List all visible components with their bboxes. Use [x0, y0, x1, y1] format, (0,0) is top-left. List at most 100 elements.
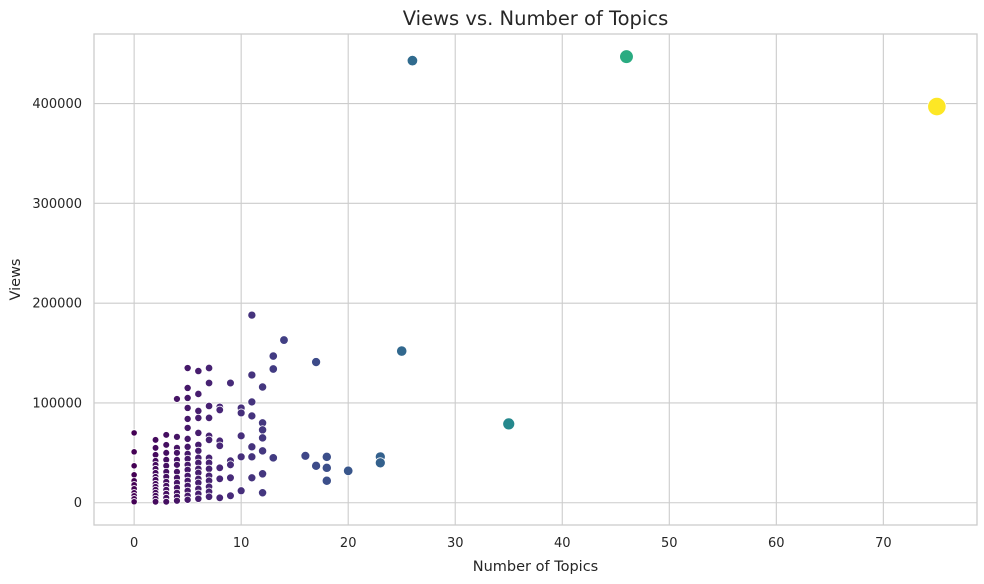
data-point	[130, 462, 138, 470]
x-tick-label: 70	[875, 536, 892, 551]
data-point	[258, 425, 268, 435]
data-point	[162, 449, 171, 457]
data-point	[342, 465, 354, 477]
y-tick-label: 200000	[32, 297, 82, 312]
data-point	[194, 494, 203, 503]
data-point	[215, 493, 225, 502]
data-point	[183, 403, 192, 412]
x-tick-label: 10	[233, 536, 250, 551]
x-axis-label: Number of Topics	[473, 559, 598, 575]
data-point	[226, 491, 235, 501]
data-point	[247, 370, 257, 380]
data-point	[247, 411, 257, 421]
data-point	[247, 473, 257, 483]
data-point	[247, 442, 257, 452]
data-point	[183, 383, 192, 392]
plot-area	[94, 34, 977, 525]
data-point	[173, 460, 181, 469]
data-point	[311, 460, 322, 471]
y-axis-label: Views	[8, 259, 24, 301]
y-tick-label: 0	[74, 496, 82, 511]
data-point	[215, 441, 225, 451]
data-point	[162, 441, 171, 449]
data-point	[204, 363, 214, 373]
y-tick-label: 300000	[32, 197, 82, 212]
data-point	[130, 429, 138, 437]
data-point	[321, 451, 332, 462]
y-tick-label: 100000	[32, 396, 82, 411]
data-point	[151, 497, 160, 506]
data-point	[194, 428, 203, 437]
data-point	[183, 434, 192, 443]
data-point	[130, 448, 138, 456]
data-point	[204, 378, 214, 388]
data-point	[258, 382, 268, 392]
data-point	[151, 444, 160, 452]
data-point	[258, 446, 268, 456]
axes-border	[93, 33, 978, 526]
data-point	[162, 431, 171, 439]
data-points	[130, 49, 947, 506]
data-point	[226, 473, 235, 483]
data-point	[215, 474, 225, 484]
x-tick-label: 0	[130, 536, 138, 551]
data-point	[194, 389, 203, 399]
data-point	[406, 54, 419, 67]
data-point	[258, 488, 268, 498]
data-point	[236, 452, 246, 462]
data-point	[183, 495, 192, 504]
data-point	[194, 446, 203, 455]
data-point	[321, 462, 332, 473]
data-point	[183, 393, 192, 402]
data-point	[215, 405, 225, 415]
data-point	[215, 463, 225, 473]
data-point	[162, 497, 171, 506]
data-point	[321, 475, 332, 486]
x-tick-label: 40	[554, 536, 571, 551]
data-point	[268, 364, 278, 374]
data-point	[236, 408, 246, 418]
data-point	[268, 453, 278, 463]
data-point	[279, 335, 289, 345]
data-point	[396, 345, 408, 357]
data-point	[204, 435, 214, 445]
data-point	[374, 457, 386, 469]
chart-title: Views vs. Number of Topics	[403, 7, 668, 30]
data-point	[927, 96, 947, 117]
data-point	[194, 413, 203, 422]
data-point	[173, 395, 181, 403]
data-point	[247, 310, 257, 320]
x-tick-label: 20	[340, 536, 357, 551]
data-point	[247, 452, 257, 462]
y-tick-labels: 0 100000 200000 300000 400000	[32, 97, 82, 511]
data-point	[204, 413, 214, 423]
data-point	[183, 414, 192, 423]
data-point	[226, 378, 235, 388]
data-point	[183, 442, 192, 451]
data-point	[204, 401, 214, 411]
data-point	[194, 406, 203, 416]
x-tick-label: 30	[447, 536, 464, 551]
data-point	[300, 450, 311, 461]
y-tick-label: 400000	[32, 97, 82, 112]
data-point	[619, 49, 634, 64]
data-point	[236, 486, 246, 496]
data-point	[258, 433, 268, 443]
axes-frame	[93, 33, 978, 526]
data-point	[502, 417, 516, 431]
data-point	[130, 471, 138, 479]
data-point	[258, 469, 268, 479]
data-point	[311, 357, 322, 367]
grid-lines	[94, 34, 977, 525]
data-point	[204, 492, 214, 501]
data-point	[247, 397, 257, 407]
data-point	[183, 423, 192, 432]
data-point	[204, 464, 214, 473]
data-point	[173, 448, 181, 457]
data-point	[130, 498, 138, 506]
data-point	[151, 436, 160, 444]
data-point	[226, 460, 235, 470]
x-tick-label: 60	[768, 536, 785, 551]
data-point	[183, 364, 192, 373]
